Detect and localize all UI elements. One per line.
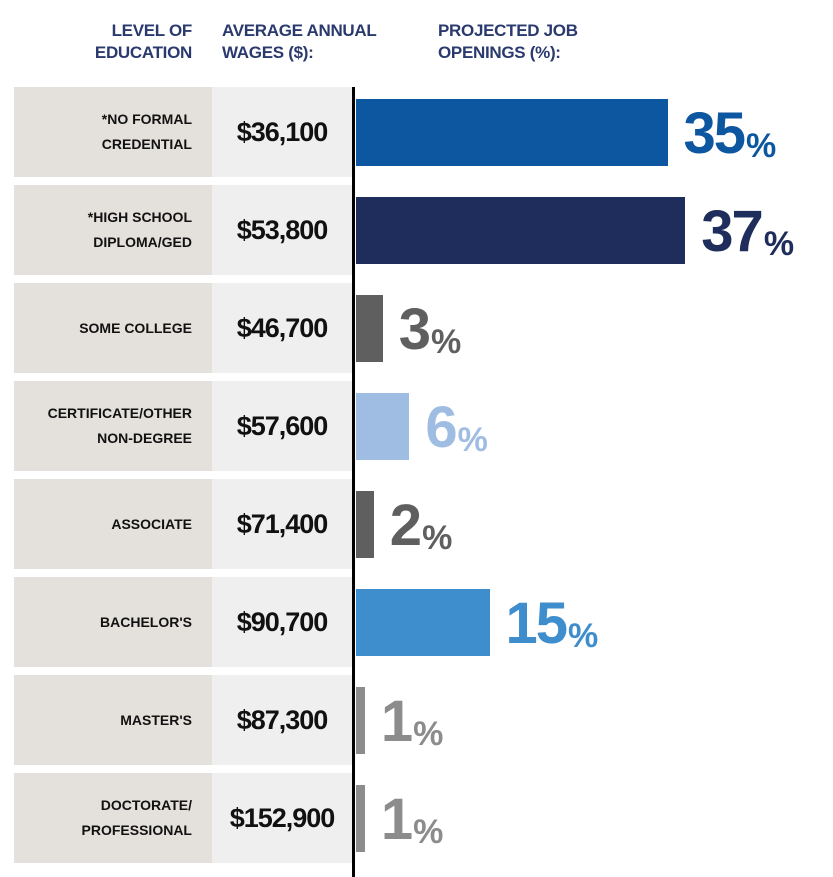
value-label: 1% (380, 787, 444, 852)
wage-cell: $71,400 (212, 479, 352, 569)
wage-cell: $36,100 (212, 87, 352, 177)
category-cell: CERTIFICATE/OTHER NON-DEGREE (14, 381, 212, 471)
bar (356, 294, 383, 362)
category-label: *HIGH SCHOOL DIPLOMA/GED (87, 209, 192, 250)
value-label: 35% (683, 101, 777, 166)
value-label: 2% (389, 493, 453, 558)
bar (356, 490, 374, 558)
value-label: 1% (380, 689, 444, 754)
header-openings: PROJECTED JOB OPENINGS (%): (438, 21, 578, 62)
value-label: 15% (505, 591, 599, 656)
value-label: 6% (425, 395, 488, 460)
wage-cell: $87,300 (212, 675, 352, 765)
value-label: 3% (398, 297, 462, 362)
divider (352, 87, 355, 877)
category-label: DOCTORATE/ PROFESSIONAL (81, 797, 192, 838)
header-education: LEVEL OF EDUCATION (94, 21, 192, 62)
category-label: *NO FORMAL CREDENTIAL (101, 111, 192, 152)
wage-cell: $90,700 (212, 577, 352, 667)
wage-cell: $152,900 (212, 773, 352, 863)
category-cell: ASSOCIATE (14, 479, 212, 569)
bar (356, 686, 365, 754)
category-cell: MASTER'S (14, 675, 212, 765)
category-label: BACHELOR'S (100, 613, 192, 630)
bar (356, 588, 490, 656)
wage-cell: $53,800 (212, 185, 352, 275)
category-cell: *HIGH SCHOOL DIPLOMA/GED (14, 185, 212, 275)
category-label: ASSOCIATE (111, 515, 192, 532)
category-cell: DOCTORATE/ PROFESSIONAL (14, 773, 212, 863)
category-cell: *NO FORMAL CREDENTIAL (14, 87, 212, 177)
category-label: MASTER'S (120, 711, 192, 728)
category-cell: BACHELOR'S (14, 577, 212, 667)
wage-cell: $46,700 (212, 283, 352, 373)
bar (356, 392, 410, 460)
bar (356, 784, 365, 852)
bar (356, 196, 686, 264)
category-label: SOME COLLEGE (79, 319, 192, 336)
category-label: CERTIFICATE/OTHER NON-DEGREE (47, 405, 192, 446)
header-wages: AVERAGE ANNUAL WAGES ($): (222, 21, 377, 62)
wage-cell: $57,600 (212, 381, 352, 471)
value-label: 37% (701, 199, 795, 264)
bar (356, 98, 668, 166)
category-cell: SOME COLLEGE (14, 283, 212, 373)
